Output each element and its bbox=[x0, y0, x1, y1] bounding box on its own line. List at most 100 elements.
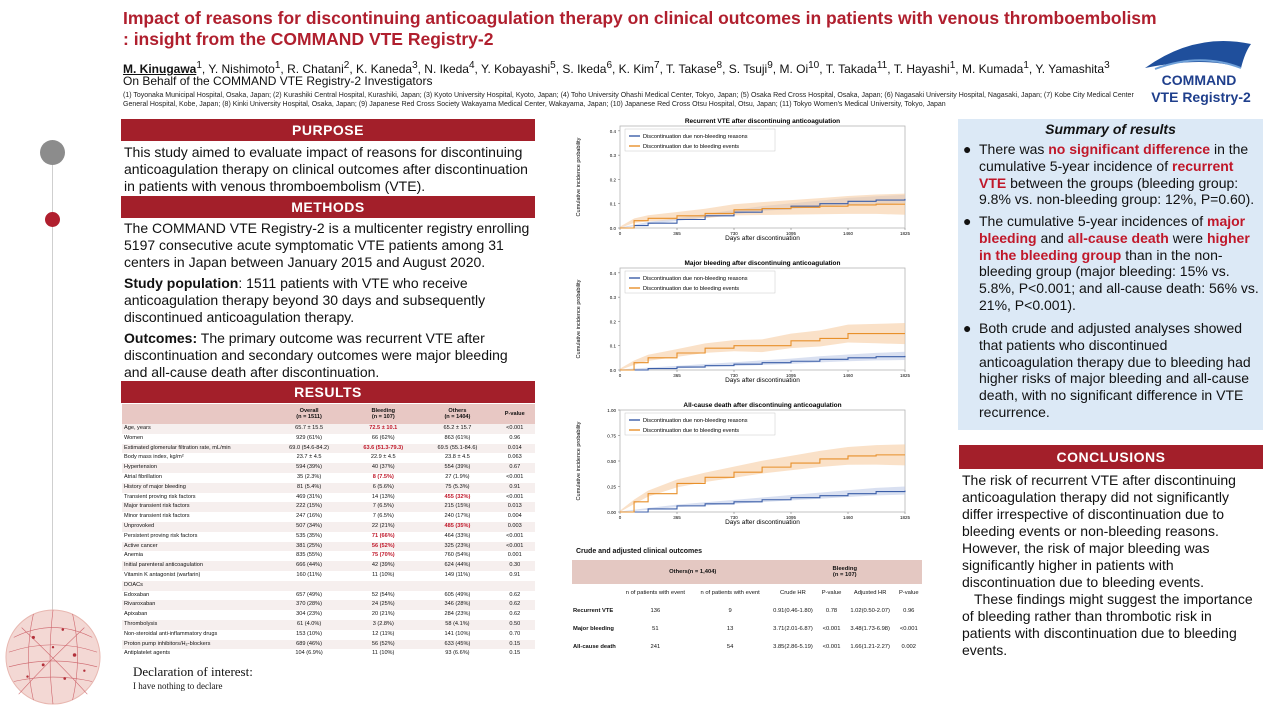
chart-legend: Discontinuation due non-bleeding reasons… bbox=[624, 412, 776, 436]
results-cell: 35 (2.3%) bbox=[296, 473, 322, 480]
results-cell: 325 (23%) bbox=[420, 541, 495, 552]
results-cell: 304 (23%) bbox=[296, 611, 322, 618]
results-table-row: Persistent proving risk factors 535 (35%)… bbox=[122, 532, 535, 542]
outcome-cell: 1.02(0.50-2.07) bbox=[850, 608, 890, 614]
summary-box: Summary of results ● There was no signif… bbox=[958, 119, 1263, 430]
outcomes-description: Outcomes: The primary outcome was recurr… bbox=[124, 330, 534, 381]
outcomes-text: The primary outcome was recurrent VTE af… bbox=[124, 330, 508, 380]
poster-title: Impact of reasons for discontinuing anti… bbox=[123, 8, 1253, 50]
results-cell: <0.001 bbox=[494, 541, 535, 552]
x-tick-label: 1095 bbox=[786, 231, 797, 236]
outcome-cell: <0.001 bbox=[899, 626, 918, 632]
author-name: , R. Chatani bbox=[280, 62, 344, 76]
results-cell: 149 (11%) bbox=[444, 571, 471, 578]
x-tick-label: 1460 bbox=[843, 515, 854, 520]
author-list: M. Kinugawa1, Y. Nishimoto1, R. Chatani2… bbox=[123, 59, 1143, 76]
title-line-2: : insight from the COMMAND VTE Registry-… bbox=[123, 29, 494, 49]
results-table-row: Age, years 65.7 ± 15.5 72.5 ± 10.1 65.2 ± 1… bbox=[122, 424, 535, 434]
legend-label: Discontinuation due to bleeding events bbox=[643, 286, 739, 292]
study-population-label: Study population bbox=[124, 275, 239, 291]
recurrent-vte-chart: Recurrent VTE after discontinuing antico… bbox=[570, 115, 920, 243]
author-affiliation-sup: 5 bbox=[550, 60, 556, 71]
declaration-heading: Declaration of interest: bbox=[133, 664, 253, 679]
results-cell: 58 (4.1%) bbox=[420, 619, 495, 630]
results-cell: 0.001 bbox=[507, 552, 522, 559]
results-cell: 835 (55%) bbox=[296, 552, 322, 559]
legend-box bbox=[624, 128, 776, 152]
results-cell: 0.62 bbox=[509, 591, 521, 598]
results-table-row: DOACs bbox=[122, 580, 535, 591]
outcome-cell: 54 bbox=[726, 644, 734, 650]
results-cell: 507 (34%) bbox=[272, 521, 347, 532]
results-row-label: History of major bleeding bbox=[122, 482, 272, 493]
results-cell: 535 (35%) bbox=[296, 532, 322, 539]
major-bleeding-chart: Major bleeding after discontinuing antic… bbox=[570, 257, 920, 385]
summary-phrase: The cumulative 5-year incidences of bbox=[979, 213, 1207, 229]
results-cell: 455 (32%) bbox=[444, 493, 471, 500]
series-line bbox=[620, 333, 905, 371]
results-cell: 56 (52%) bbox=[346, 639, 421, 650]
results-cell: 247 (16%) bbox=[296, 513, 322, 520]
y-tick-label: 0.2 bbox=[610, 177, 617, 182]
subheader-crude-p: P-value bbox=[821, 590, 842, 596]
x-tick-label: 1825 bbox=[900, 231, 911, 236]
x-tick-label: 0 bbox=[619, 373, 622, 378]
y-tick-label: 0.4 bbox=[610, 129, 617, 134]
legend-label: Discontinuation due to bleeding events bbox=[643, 144, 739, 150]
highlighted-phrase: recurrent VTE bbox=[979, 157, 1234, 191]
x-tick-label: 0 bbox=[619, 515, 622, 520]
results-row-label: Anemia bbox=[124, 552, 143, 559]
results-table-row: History of major bleeding 81 (5.4%) 6 (5.6… bbox=[122, 482, 535, 493]
bullet-icon: ● bbox=[963, 141, 972, 157]
methods-text: The COMMAND VTE Registry-2 is a multicen… bbox=[124, 220, 530, 270]
results-cell: 0.91 bbox=[494, 482, 535, 493]
results-table-row: Rivaroxaban 370 (28%) 24 (25%) 346 (28%) 0.6… bbox=[122, 600, 535, 611]
results-table-row: Antiplatelet agents 104 (6.9%) 11 (10%) 93 … bbox=[122, 649, 535, 659]
outcome-cell: 3.48(1.73-6.98) bbox=[850, 626, 890, 632]
others-group-header: Others(n = 1,404) bbox=[618, 560, 768, 584]
affiliations: (1) Toyonaka Municipal Hospital, Osaka, … bbox=[123, 92, 1134, 108]
subheader-blank bbox=[572, 584, 618, 602]
bullet-icon: ● bbox=[963, 213, 972, 229]
author-affiliation-sup: 10 bbox=[808, 60, 820, 71]
y-tick-label: 0.2 bbox=[610, 319, 617, 324]
baseline-characteristics-table: Overall (n = 1511) Bleeding (n = 107) Othe… bbox=[122, 404, 535, 659]
bullet-icon: ● bbox=[963, 320, 972, 336]
x-tick-label: 1095 bbox=[786, 373, 797, 378]
conclusions-paragraph-2: These findings might suggest the importa… bbox=[962, 591, 1253, 658]
outcome-cell: 51 bbox=[652, 626, 659, 632]
results-cell: 3 (2.8%) bbox=[346, 619, 421, 630]
author-affiliation-sup: 4 bbox=[468, 60, 475, 71]
author-affiliation-sup: 1 bbox=[274, 60, 281, 71]
results-cell: 0.004 bbox=[507, 513, 522, 520]
results-cell: 657 (49%) bbox=[296, 591, 322, 598]
results-cell: 594 (39%) bbox=[272, 463, 347, 473]
results-cell: 71 (66%) bbox=[371, 532, 395, 539]
presenting-author: M. Kinugawa bbox=[123, 62, 197, 76]
results-table-row: Thrombolysis 61 (4.0%) 3 (2.8%) 58 (4.1%) 0.… bbox=[122, 619, 535, 630]
presenting-author-sup: 1 bbox=[196, 60, 202, 71]
results-cell: 11 (10%) bbox=[372, 571, 395, 578]
results-cell: 104 (6.9%) bbox=[295, 650, 323, 657]
subheader-crude-hr: Crude HR bbox=[780, 590, 806, 596]
results-cell: 7 (6.5%) bbox=[372, 513, 394, 520]
x-tick-label: 1095 bbox=[786, 515, 797, 520]
summary-phrase: and bbox=[1036, 229, 1068, 246]
summary-phrase: There was bbox=[979, 141, 1049, 157]
results-cell: 469 (31%) bbox=[296, 493, 322, 500]
results-table-row: Edoxaban 657 (49%) 52 (54%) 605 (49%) 0.62 bbox=[122, 591, 535, 601]
highlighted-phrase: higher in the bleeding group bbox=[979, 229, 1250, 263]
author-name: , T. Takada bbox=[819, 62, 877, 76]
y-tick-label: 1.00 bbox=[607, 408, 616, 413]
results-cell: 346 (28%) bbox=[420, 600, 495, 611]
outcomes-corner-cell bbox=[572, 560, 618, 584]
title-line-1: Impact of reasons for discontinuing anti… bbox=[123, 8, 1157, 28]
confidence-band bbox=[620, 323, 905, 370]
y-tick-label: 0.0 bbox=[610, 226, 617, 231]
results-cell: 666 (44%) bbox=[272, 561, 347, 571]
author-affiliation-sup: 1 bbox=[949, 60, 956, 71]
results-row-label: Edoxaban bbox=[124, 591, 150, 598]
results-row-label: Women bbox=[124, 434, 144, 441]
results-cell: 22 (21%) bbox=[346, 521, 421, 532]
outcome-cell: 136 bbox=[650, 608, 661, 614]
